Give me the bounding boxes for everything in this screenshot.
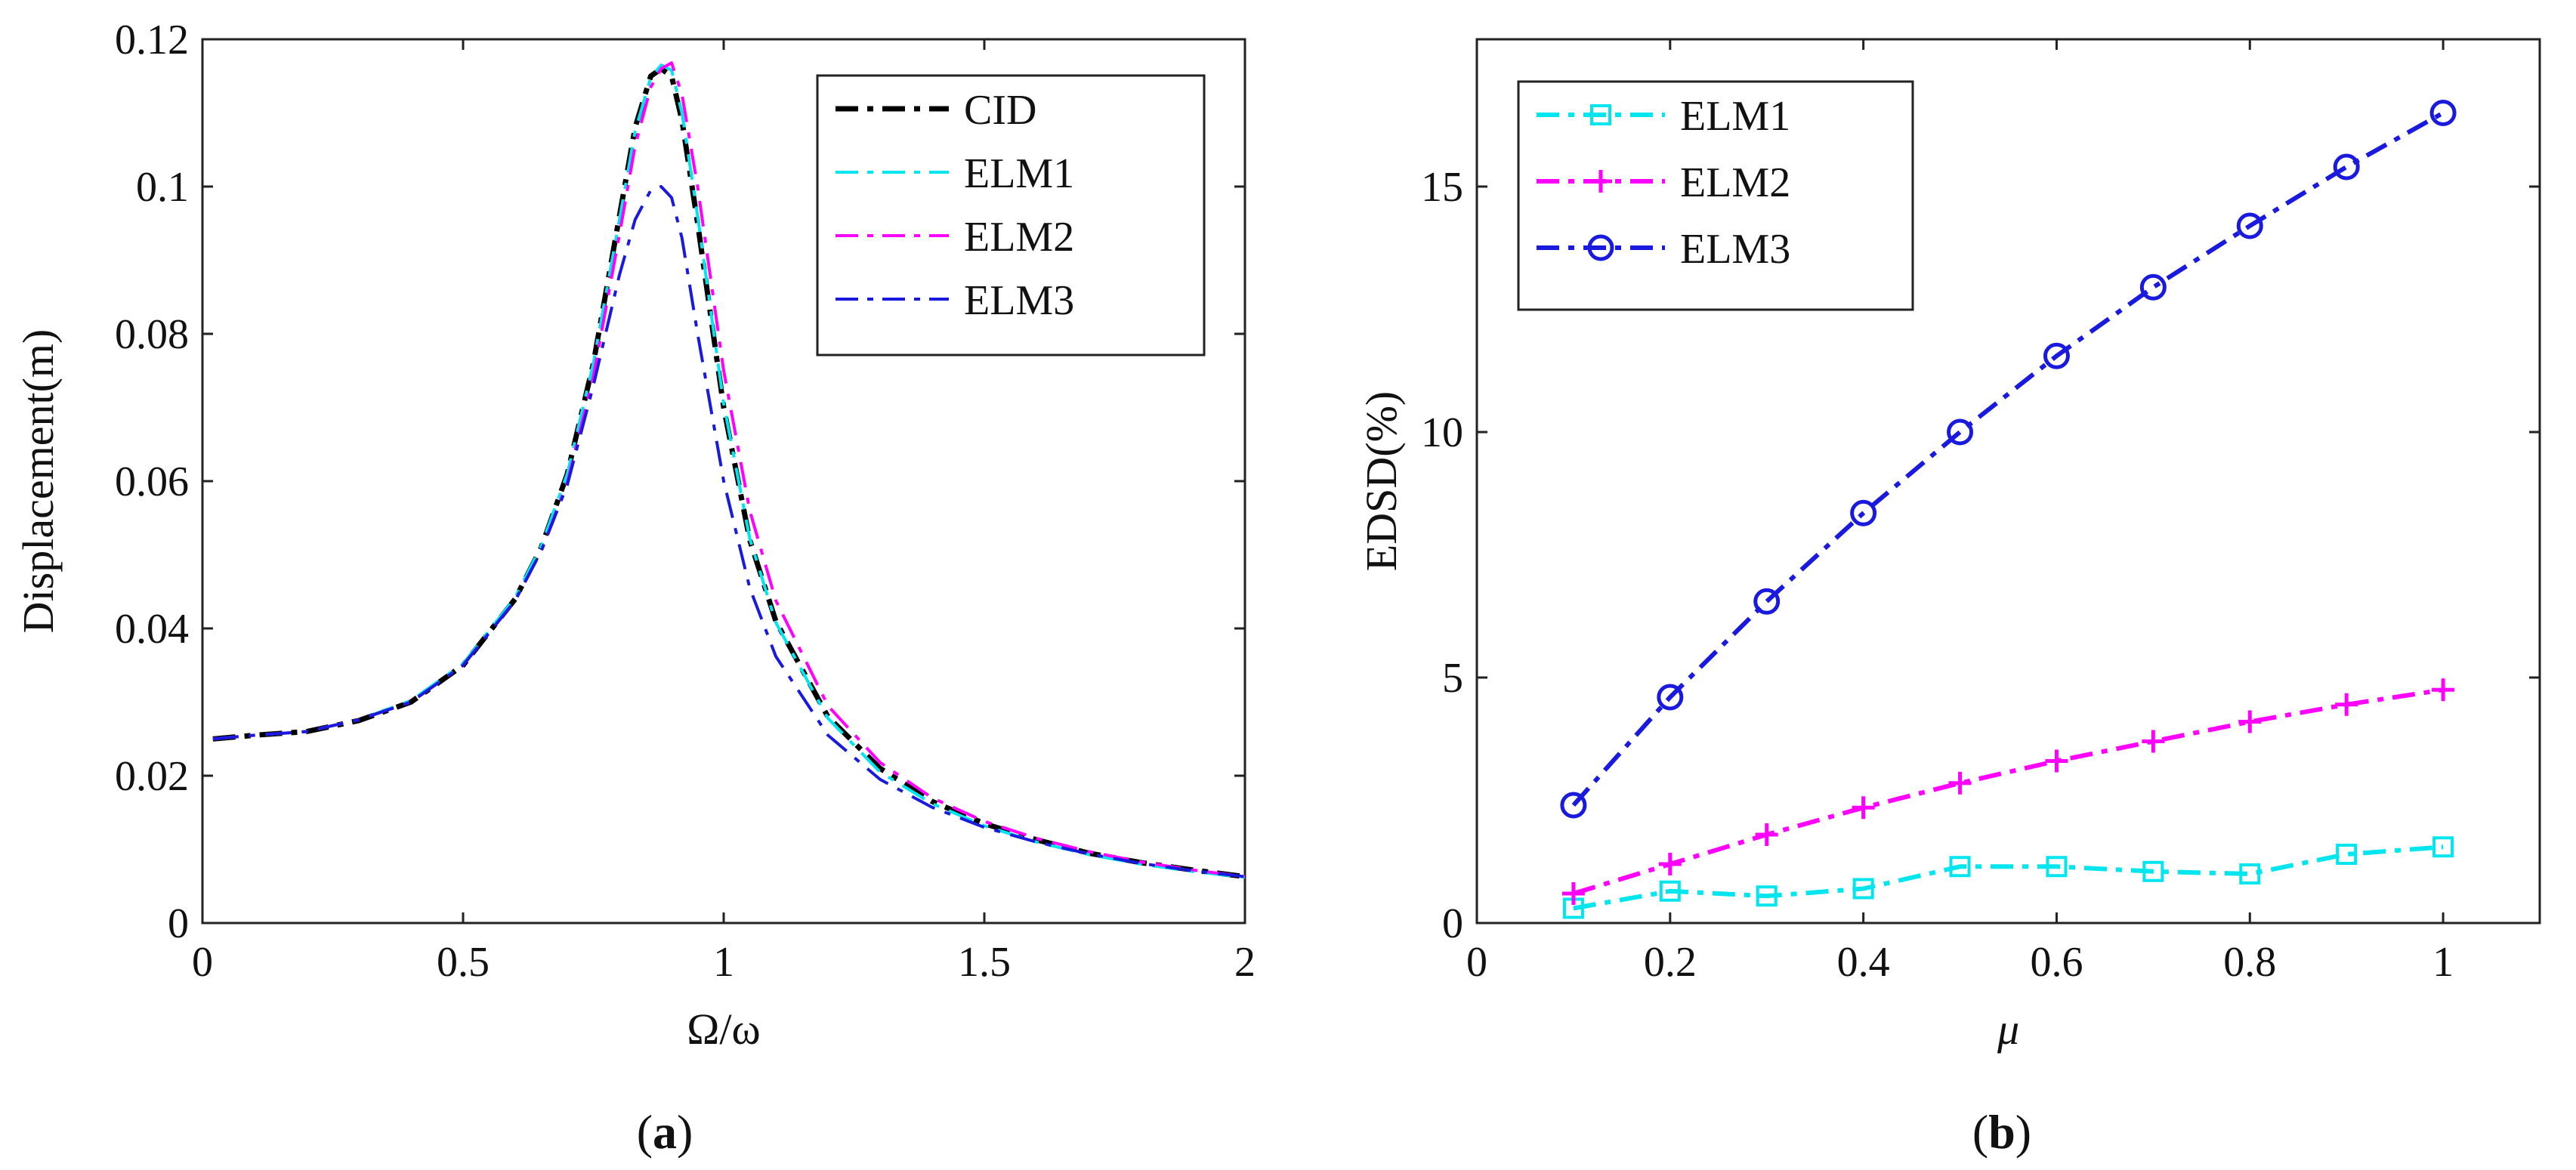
y-tick-label: 0.12	[115, 17, 189, 63]
point-elm3	[1850, 499, 1877, 526]
y-tick-label: 0.08	[115, 311, 189, 358]
x-tick-label: 1	[713, 939, 734, 986]
x-tick-label: 2	[1234, 939, 1256, 986]
series-line-elm3	[1571, 110, 2445, 807]
series-line-elm2	[212, 61, 1245, 878]
caption-open: (	[637, 1105, 653, 1159]
point-elm3	[1947, 418, 1974, 446]
legend-label-elm1: ELM1	[964, 150, 1074, 197]
y-tick-label: 0	[1442, 900, 1463, 947]
point-elm2	[2432, 678, 2455, 702]
legend-marker-elm2	[1589, 170, 1612, 193]
y-tick-label: 10	[1421, 409, 1463, 456]
point-elm3	[1657, 684, 1684, 711]
point-elm1	[2239, 863, 2261, 884]
caption-letter: b	[1988, 1105, 2015, 1159]
point-elm1	[1949, 856, 1971, 878]
point-elm1	[2046, 856, 2068, 878]
point-elm2	[1658, 853, 1682, 875]
point-elm3	[2043, 342, 2070, 369]
point-elm2	[1755, 823, 1778, 846]
series-line-elm3	[212, 185, 1245, 878]
series-line-elm1	[1573, 844, 2444, 911]
x-tick-label: 0.6	[2030, 939, 2083, 986]
point-elm3	[2139, 273, 2167, 301]
y-tick-label: 0.1	[136, 164, 189, 211]
caption-open: (	[1972, 1105, 1988, 1159]
legend-label-elm3: ELM3	[964, 277, 1074, 324]
chart-b: 0 0.2 0.4 0.6 0.8 1051015μEDSD(%)(b)ELM1ELM2E…	[1357, 38, 2541, 1159]
legend-marker-elm1	[1590, 104, 1611, 125]
x-tick-label: 1	[2432, 939, 2454, 986]
caption-close: )	[2015, 1105, 2031, 1159]
series-line-cid	[212, 66, 1245, 880]
point-elm2	[1852, 796, 1875, 820]
legend-box	[1517, 80, 1914, 311]
y-tick-label: 0.06	[115, 458, 189, 505]
series-line-elm1	[212, 63, 1245, 879]
y-tick-label: 0.02	[115, 753, 189, 800]
panel-caption: (a)	[637, 1105, 693, 1159]
series-group	[212, 61, 1245, 880]
panel-caption: (b)	[1972, 1105, 2031, 1159]
series-line-elm2	[1573, 687, 2444, 896]
legend-label-elm2: ELM2	[1680, 159, 1790, 206]
point-elm2	[2335, 693, 2358, 716]
x-tick-label: 0.2	[1644, 939, 1697, 986]
x-tick-label: 0.8	[2223, 939, 2276, 986]
series-group	[1571, 110, 2445, 911]
point-elm1	[2142, 860, 2164, 882]
y-axis-label: EDSD(%)	[1357, 391, 1406, 571]
x-tick-label: 0	[1466, 939, 1487, 986]
legend-label-elm1: ELM1	[1680, 93, 1790, 140]
y-axis-label: Displacement(m)	[14, 329, 63, 634]
point-elm3	[2236, 212, 2263, 239]
point-elm1	[2336, 844, 2358, 865]
point-elm2	[1561, 882, 1585, 905]
legend-label-elm3: ELM3	[1680, 226, 1790, 273]
point-elm3	[2429, 100, 2457, 126]
legend-box	[816, 74, 1206, 357]
y-tick-label: 5	[1442, 655, 1463, 702]
x-axis-label: Ω/ω	[687, 1005, 760, 1054]
chart-a: 0 0.5 1 1.5 2 0 0.02 0.04 0.06 0.08 0.1 0.12 Ω/ω Disp…	[14, 17, 1256, 1159]
x-tick-label: 0	[192, 939, 213, 986]
plot-frame	[1475, 38, 2541, 925]
point-elm3	[1753, 588, 1781, 615]
x-tick-label: 1.5	[958, 939, 1011, 986]
y-tick-label: 0.04	[115, 606, 189, 653]
x-tick-label: 0.5	[437, 939, 490, 986]
caption-letter: a	[653, 1105, 677, 1159]
caption-close: )	[677, 1105, 693, 1159]
x-tick-label: 0.4	[1837, 939, 1890, 986]
point-elm2	[2142, 730, 2165, 753]
point-elm2	[2238, 710, 2262, 733]
legend-marker-elm3	[1587, 234, 1614, 261]
point-elm1	[2432, 836, 2454, 858]
point-elm3	[2333, 153, 2360, 181]
x-axis-label: μ	[1997, 1005, 2019, 1054]
point-elm2	[1948, 771, 1972, 795]
point-elm3	[1560, 792, 1587, 819]
point-elm2	[2045, 749, 2068, 773]
y-tick-label: 0	[168, 900, 189, 947]
point-elm1	[1659, 880, 1681, 902]
legend-label-elm2: ELM2	[964, 214, 1074, 261]
point-elm1	[1756, 885, 1778, 907]
point-elm1	[1852, 878, 1874, 900]
y-tick-label: 15	[1421, 164, 1463, 211]
legend-label-cid: CID	[964, 87, 1036, 134]
